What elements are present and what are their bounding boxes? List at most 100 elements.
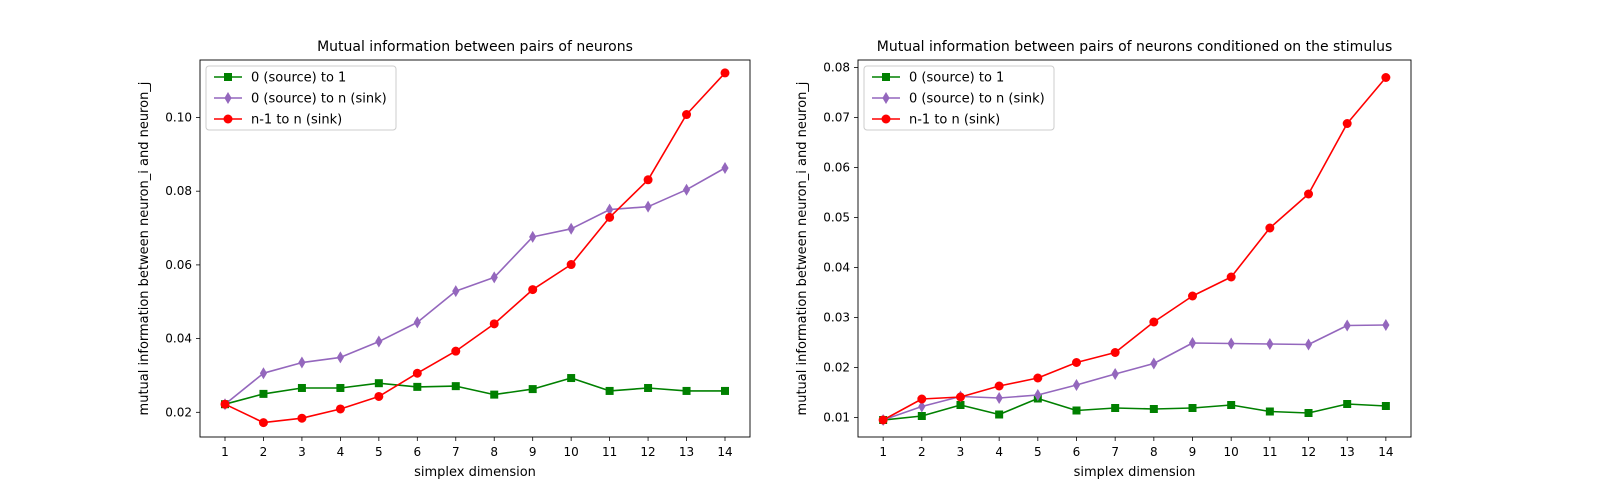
data-point <box>1343 400 1352 408</box>
data-point <box>1343 319 1351 332</box>
legend-label: 0 (source) to n (sink) <box>251 92 387 107</box>
data-point <box>1149 405 1158 413</box>
x-tick-label: 10 <box>564 445 579 459</box>
chart-2: Mutual information between pairs of neur… <box>795 39 1412 480</box>
data-point <box>1304 189 1314 199</box>
x-tick-label: 7 <box>452 445 460 459</box>
series-line <box>883 397 1386 421</box>
data-point <box>374 379 383 388</box>
data-point <box>566 260 576 270</box>
x-tick-label: 6 <box>413 445 421 459</box>
x-tick-label: 1 <box>879 445 887 459</box>
data-point <box>644 200 652 213</box>
plot-frame <box>199 59 751 438</box>
data-point <box>1265 223 1275 233</box>
data-point <box>220 399 230 409</box>
data-point <box>1342 119 1352 128</box>
data-point <box>606 203 614 216</box>
legend-box <box>863 65 1055 131</box>
y-tick-label: 0.02 <box>165 405 192 419</box>
data-point <box>1071 358 1081 367</box>
data-point <box>1033 373 1043 383</box>
data-point <box>490 271 498 284</box>
legend: 0 (source) to 1 0 (source) to n (sink) n-1… <box>205 65 397 131</box>
data-point <box>259 367 268 380</box>
x-tick-label: 8 <box>1150 445 1158 459</box>
data-point <box>451 382 460 391</box>
x-tick-label: 14 <box>717 445 732 459</box>
legend-label: n-1 to n (sink) <box>909 113 1000 128</box>
data-point <box>1072 379 1081 391</box>
data-point <box>917 412 926 420</box>
data-point <box>297 413 307 423</box>
data-point <box>720 68 730 78</box>
y-tick-label: 0.08 <box>165 184 192 198</box>
legend-entry: 0 (source) to 1 <box>214 71 346 86</box>
y-axis-label: mutual information between neuron_i and … <box>795 82 810 416</box>
x-tick-label: 3 <box>298 445 306 459</box>
x-tick-label: 12 <box>1301 445 1316 459</box>
data-point <box>1266 338 1274 350</box>
data-point <box>1111 368 1119 380</box>
data-point <box>336 383 345 392</box>
x-tick-label: 12 <box>640 445 655 459</box>
data-point <box>917 394 927 404</box>
legend-entry: 0 (source) to n (sink) <box>872 92 1045 107</box>
legend-label: n-1 to n (sink) <box>251 113 342 128</box>
chart-title: Mutual information between pairs of neur… <box>877 39 1393 55</box>
x-tick-label: 2 <box>260 445 268 459</box>
x-tick-label: 11 <box>602 445 617 459</box>
x-tick-label: 6 <box>1073 445 1081 459</box>
y-tick-label: 0.04 <box>165 332 192 346</box>
y-tick-label: 0.06 <box>165 258 192 272</box>
y-tick-label: 0.05 <box>823 211 850 225</box>
data-point <box>335 404 345 414</box>
data-point <box>375 335 383 348</box>
x-tick-label: 13 <box>679 445 694 459</box>
data-point <box>1188 291 1198 301</box>
data-point <box>1111 404 1120 412</box>
x-axis-label: simplex dimension <box>414 465 536 480</box>
data-point <box>413 316 421 329</box>
x-axis-label: simplex dimension <box>1074 465 1196 480</box>
data-point <box>567 222 575 235</box>
x-tick-label: 9 <box>1189 445 1197 459</box>
y-axis-label: mutual information between neuron_i and … <box>137 82 152 416</box>
data-point <box>605 386 614 395</box>
data-point <box>298 356 306 369</box>
data-point <box>955 392 965 402</box>
data-point <box>258 418 268 428</box>
data-point <box>1382 319 1390 331</box>
data-point <box>374 391 384 401</box>
data-point <box>1072 406 1081 415</box>
legend-swatch-marker <box>224 73 232 81</box>
data-point <box>682 183 691 196</box>
series-3 <box>878 73 1391 425</box>
legend-box <box>205 65 397 131</box>
legend-swatch-marker <box>223 114 233 124</box>
data-point <box>682 110 692 120</box>
series-line <box>224 72 726 424</box>
y-tick-label: 0.06 <box>823 161 850 175</box>
data-point <box>528 385 537 394</box>
series-line <box>224 167 726 405</box>
x-tick-label: 2 <box>918 445 926 459</box>
x-tick-label: 13 <box>1340 445 1355 459</box>
x-tick-label: 3 <box>957 445 965 459</box>
data-point <box>682 386 691 395</box>
data-point <box>995 410 1004 419</box>
data-point <box>297 383 306 392</box>
x-tick-label: 1 <box>221 445 229 459</box>
plot-frame <box>857 59 1412 438</box>
data-point <box>1381 73 1391 82</box>
data-point <box>918 400 926 413</box>
data-point <box>1188 337 1197 349</box>
data-point <box>336 351 344 364</box>
data-point <box>721 386 729 395</box>
x-tick-label: 11 <box>1262 445 1277 459</box>
data-point <box>605 212 615 222</box>
legend-swatch-marker <box>882 92 890 104</box>
x-tick-label: 7 <box>1111 445 1119 459</box>
data-point <box>529 230 537 243</box>
